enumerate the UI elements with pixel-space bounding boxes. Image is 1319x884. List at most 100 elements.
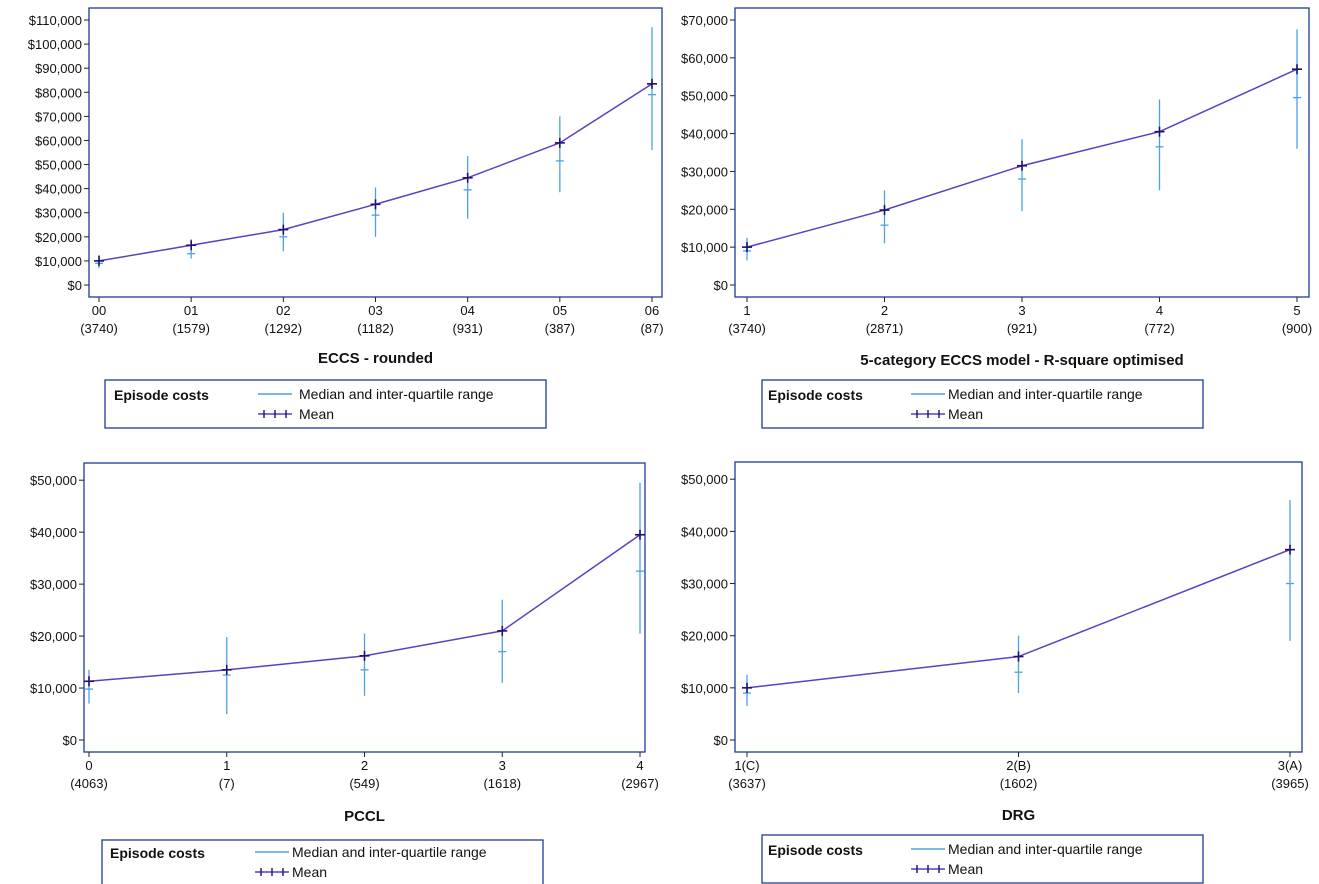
legend-box bbox=[761, 834, 1204, 884]
y-tick-label: $40,000 bbox=[30, 525, 77, 540]
y-tick-label: $50,000 bbox=[681, 472, 728, 487]
legend: Episode costs Median and inter-quartile … bbox=[101, 839, 544, 884]
x-count-label: (900) bbox=[1282, 321, 1312, 336]
x-tick-label: 0 bbox=[85, 758, 92, 773]
legend-box bbox=[101, 839, 544, 884]
y-tick-label: $70,000 bbox=[35, 109, 82, 124]
y-tick-label: $30,000 bbox=[681, 164, 728, 179]
median-legend-label: Median and inter-quartile range bbox=[299, 386, 494, 402]
mean-point bbox=[1154, 126, 1165, 137]
x-tick-label: 2(B) bbox=[1006, 758, 1031, 773]
x-axis-label: PCCL bbox=[344, 808, 385, 825]
x-count-label: (87) bbox=[640, 321, 663, 336]
x-tick-label: 1 bbox=[223, 758, 230, 773]
x-count-label: (1602) bbox=[1000, 776, 1038, 791]
median-legend-label: Median and inter-quartile range bbox=[292, 844, 487, 860]
median-legend-label: Median and inter-quartile range bbox=[948, 841, 1143, 857]
y-tick-label: $10,000 bbox=[681, 240, 728, 255]
x-tick-label: 4 bbox=[636, 758, 643, 773]
plot-frame bbox=[88, 7, 663, 298]
mean-legend-label: Mean bbox=[299, 406, 334, 422]
x-tick-label: 1 bbox=[743, 303, 750, 318]
legend-title: Episode costs bbox=[110, 845, 205, 861]
mean-point bbox=[635, 529, 645, 540]
mean-legend-swatch bbox=[255, 868, 289, 876]
legend: Episode costs Median and inter-quartile … bbox=[761, 379, 1204, 429]
chart-5-category-eccs: $0 $10,000 $20,000 $30,000 $40,000 $50,000 $60… bbox=[681, 7, 1312, 369]
y-tick-label: $0 bbox=[63, 733, 77, 748]
x-count-label: (1579) bbox=[172, 321, 210, 336]
y-tick-label: $10,000 bbox=[35, 254, 82, 269]
plot-frame bbox=[83, 462, 646, 753]
mean-point bbox=[84, 676, 94, 687]
x-count-label: (4063) bbox=[70, 776, 108, 791]
y-tick-label: $70,000 bbox=[681, 13, 728, 28]
x-tick-label: 02 bbox=[276, 303, 290, 318]
chart-eccs-rounded: $0 $10,000 $20,000 $30,000 $40,000 $50,000 $60… bbox=[28, 7, 664, 367]
chart-drg: $0 $10,000 $20,000 $30,000 $40,000 $50,000 1(C… bbox=[681, 461, 1309, 824]
x-tick-label: 3 bbox=[499, 758, 506, 773]
y-tick-label: $50,000 bbox=[35, 158, 82, 173]
y-tick-label: $80,000 bbox=[35, 85, 82, 100]
mean-point bbox=[554, 137, 565, 148]
x-count-label: (3637) bbox=[728, 776, 766, 791]
y-tick-label: $0 bbox=[714, 733, 728, 748]
x-tick-label: 04 bbox=[460, 303, 474, 318]
y-tick-label: $30,000 bbox=[30, 577, 77, 592]
y-tick-label: $50,000 bbox=[681, 89, 728, 104]
y-tick-label: $110,000 bbox=[29, 13, 82, 28]
mean-point bbox=[879, 205, 890, 216]
x-tick-label: 06 bbox=[645, 303, 659, 318]
x-axis-label: DRG bbox=[1002, 807, 1035, 824]
x-axis-label: 5-category ECCS model - R-square optimis… bbox=[860, 352, 1183, 369]
y-tick-label: $60,000 bbox=[35, 133, 82, 148]
legend-title: Episode costs bbox=[768, 387, 863, 403]
x-count-label: (3740) bbox=[80, 321, 118, 336]
mean-point bbox=[462, 172, 473, 183]
x-tick-label: 05 bbox=[553, 303, 567, 318]
mean-legend-label: Mean bbox=[948, 406, 983, 422]
x-count-label: (921) bbox=[1007, 321, 1037, 336]
mean-point bbox=[647, 78, 657, 89]
mean-point bbox=[370, 199, 381, 210]
legend-title: Episode costs bbox=[768, 842, 863, 858]
x-tick-label: 3 bbox=[1018, 303, 1025, 318]
legend: Episode costs Median and inter-quartile … bbox=[104, 379, 547, 429]
mean-legend-label: Mean bbox=[292, 864, 327, 880]
mean-legend-swatch bbox=[258, 410, 292, 418]
y-tick-label: $20,000 bbox=[35, 230, 82, 245]
mean-point bbox=[278, 224, 289, 235]
y-tick-label: $30,000 bbox=[681, 577, 728, 592]
y-tick-label: $50,000 bbox=[30, 473, 77, 488]
x-count-label: (3965) bbox=[1271, 776, 1309, 791]
median-legend-label: Median and inter-quartile range bbox=[948, 386, 1143, 402]
x-axis-label: ECCS - rounded bbox=[318, 350, 433, 367]
mean-legend-swatch bbox=[911, 865, 945, 873]
x-tick-label: 4 bbox=[1156, 303, 1163, 318]
y-tick-label: $10,000 bbox=[681, 681, 728, 696]
x-count-label: (2967) bbox=[621, 776, 659, 791]
x-count-label: (2871) bbox=[866, 321, 904, 336]
x-count-label: (549) bbox=[349, 776, 379, 791]
mean-point bbox=[1013, 651, 1024, 662]
y-tick-label: $0 bbox=[68, 278, 82, 293]
x-tick-label: 1(C) bbox=[734, 758, 759, 773]
y-tick-label: $90,000 bbox=[35, 61, 82, 76]
x-count-label: (1182) bbox=[357, 321, 394, 336]
x-count-label: (7) bbox=[219, 776, 235, 791]
x-tick-label: 2 bbox=[881, 303, 888, 318]
mean-point bbox=[221, 664, 232, 675]
mean-point bbox=[94, 255, 104, 266]
legend-box bbox=[104, 379, 547, 429]
y-tick-label: $40,000 bbox=[35, 182, 82, 197]
x-count-label: (1618) bbox=[483, 776, 521, 791]
legend-box bbox=[761, 379, 1204, 429]
legend-title: Episode costs bbox=[114, 387, 209, 403]
x-tick-label: 5 bbox=[1293, 303, 1300, 318]
mean-point bbox=[742, 242, 752, 253]
chart-pccl: $0 $10,000 $20,000 $30,000 $40,000 $50,000 0 (4… bbox=[30, 462, 659, 825]
mean-legend-swatch bbox=[911, 410, 945, 418]
y-tick-label: $20,000 bbox=[30, 629, 77, 644]
mean-legend-label: Mean bbox=[948, 861, 983, 877]
